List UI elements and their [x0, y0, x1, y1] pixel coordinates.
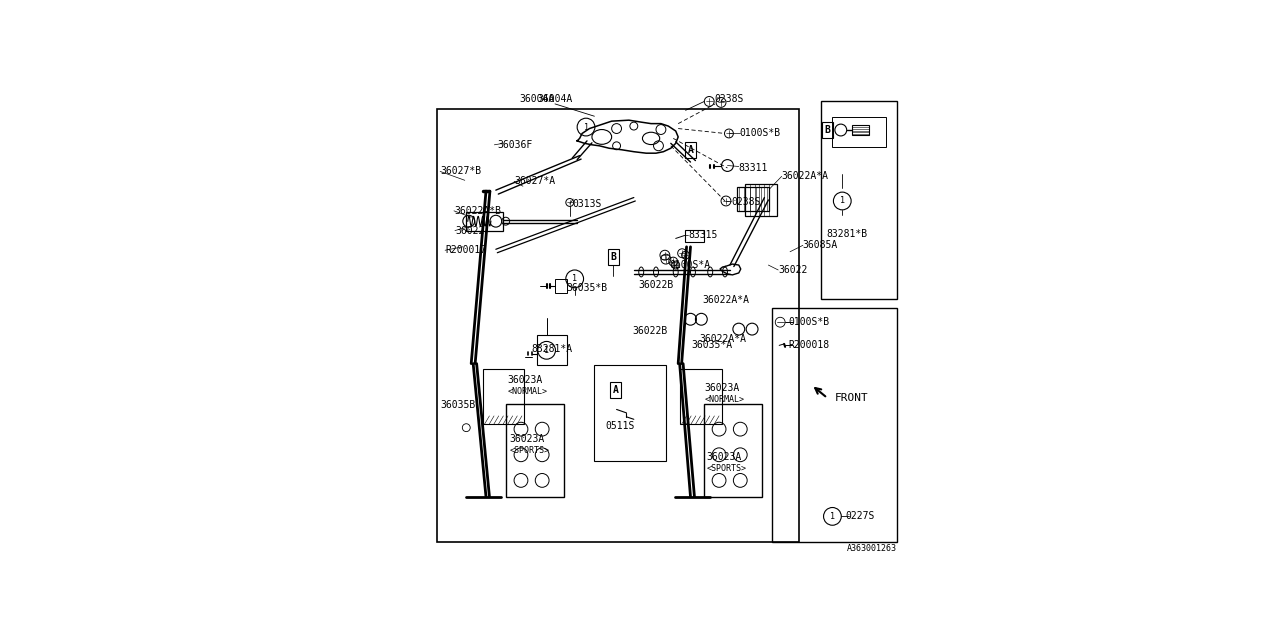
Text: 36022A*B: 36022A*B — [454, 206, 500, 216]
Text: <SPORTS>: <SPORTS> — [509, 446, 549, 455]
Bar — [745, 184, 777, 216]
Text: 36036F: 36036F — [498, 140, 532, 150]
Text: A: A — [687, 145, 694, 155]
Text: 36035*A: 36035*A — [691, 340, 732, 350]
Text: 36023A: 36023A — [507, 375, 543, 385]
Text: 0100S*B: 0100S*B — [788, 317, 829, 327]
Text: 36023A: 36023A — [707, 452, 741, 462]
Bar — [536, 335, 567, 365]
Bar — [737, 187, 769, 211]
Text: R200017: R200017 — [445, 245, 486, 255]
Text: 83311: 83311 — [739, 163, 768, 173]
Text: 1: 1 — [572, 275, 577, 284]
Text: 36022B: 36022B — [639, 280, 675, 290]
Text: A: A — [613, 385, 618, 395]
Text: A363001263: A363001263 — [847, 545, 897, 554]
Text: 1: 1 — [840, 196, 845, 205]
Text: 1: 1 — [584, 123, 589, 132]
Text: 83281*A: 83281*A — [531, 344, 573, 354]
Text: 0100S*A: 0100S*A — [669, 260, 710, 270]
Text: 36035*B: 36035*B — [566, 283, 608, 292]
Text: 36004A: 36004A — [520, 94, 556, 104]
Bar — [704, 404, 763, 497]
Text: 36022: 36022 — [778, 265, 808, 275]
Text: B: B — [611, 252, 616, 262]
Text: 0100S*B: 0100S*B — [740, 129, 781, 138]
Text: FRONT: FRONT — [835, 393, 868, 403]
Text: 36035B: 36035B — [440, 399, 475, 410]
Text: B: B — [824, 125, 831, 135]
Bar — [506, 404, 564, 497]
Text: 36022: 36022 — [454, 225, 484, 236]
Text: 83281*B: 83281*B — [826, 228, 867, 239]
Bar — [822, 122, 833, 138]
Bar — [611, 382, 621, 397]
Bar — [772, 308, 897, 543]
Text: <NORMAL>: <NORMAL> — [507, 387, 547, 396]
Bar — [685, 230, 704, 242]
Bar — [680, 369, 722, 424]
Text: 36023A: 36023A — [704, 383, 740, 393]
Text: 36022A*A: 36022A*A — [699, 334, 746, 344]
Bar — [436, 109, 799, 543]
Bar — [556, 279, 567, 292]
Text: 36022A*A: 36022A*A — [782, 172, 828, 181]
Bar — [466, 212, 503, 230]
Text: R200018: R200018 — [788, 340, 829, 350]
Text: 0511S: 0511S — [605, 420, 635, 431]
Text: 36023A: 36023A — [509, 434, 544, 444]
Bar — [852, 125, 869, 135]
Text: 36027*A: 36027*A — [515, 176, 556, 186]
Bar — [594, 365, 666, 461]
Text: 0227S: 0227S — [846, 511, 876, 522]
Text: 36022B: 36022B — [632, 326, 668, 335]
Text: <SPORTS>: <SPORTS> — [707, 464, 746, 473]
Text: 0313S: 0313S — [572, 199, 602, 209]
Text: 36022A*A: 36022A*A — [703, 294, 750, 305]
Bar — [685, 142, 696, 157]
Bar — [483, 369, 525, 424]
Text: 1: 1 — [544, 346, 549, 355]
Bar — [820, 101, 897, 298]
Text: 1: 1 — [829, 512, 835, 521]
Text: 36004A: 36004A — [538, 94, 572, 104]
Bar — [832, 117, 886, 147]
Text: 36027*B: 36027*B — [440, 166, 481, 177]
Text: 0238S: 0238S — [714, 94, 744, 104]
Text: 0238S: 0238S — [731, 198, 760, 207]
Bar — [608, 249, 618, 264]
Text: 36085A: 36085A — [803, 241, 838, 250]
Text: <NORMAL>: <NORMAL> — [704, 395, 744, 404]
Text: 83315: 83315 — [689, 230, 717, 241]
